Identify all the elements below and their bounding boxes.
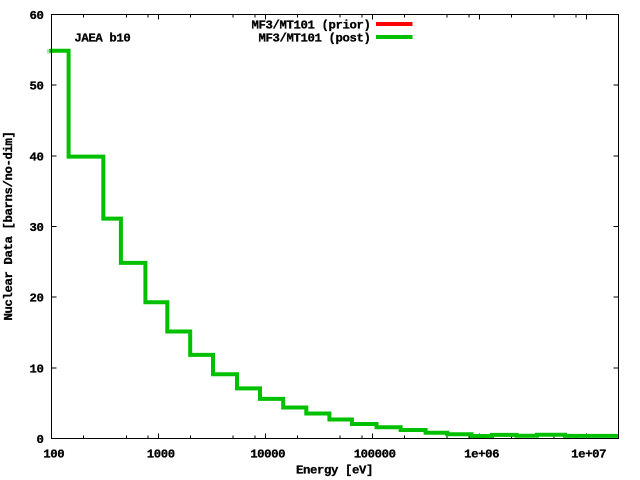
svg-text:MF3/MT101 (post): MF3/MT101 (post): [259, 32, 371, 46]
svg-text:1000: 1000: [147, 448, 175, 462]
svg-text:10: 10: [30, 362, 44, 376]
svg-text:1e+07: 1e+07: [571, 448, 606, 462]
svg-text:100000: 100000: [354, 448, 396, 462]
svg-text:1e+06: 1e+06: [464, 448, 499, 462]
svg-text:Energy [eV]: Energy [eV]: [296, 464, 373, 478]
svg-text:50: 50: [30, 80, 44, 94]
svg-text:JAEA b10: JAEA b10: [74, 32, 130, 46]
svg-text:30: 30: [30, 221, 44, 235]
svg-text:Nuclear Data [barns/no-dim]: Nuclear Data [barns/no-dim]: [2, 132, 16, 321]
svg-text:100: 100: [43, 448, 64, 462]
svg-text:40: 40: [30, 150, 44, 164]
svg-text:60: 60: [30, 9, 44, 23]
svg-text:0: 0: [37, 433, 44, 447]
svg-text:MF3/MT101 (prior): MF3/MT101 (prior): [252, 19, 371, 33]
svg-text:10000: 10000: [250, 448, 285, 462]
svg-text:20: 20: [30, 292, 44, 306]
